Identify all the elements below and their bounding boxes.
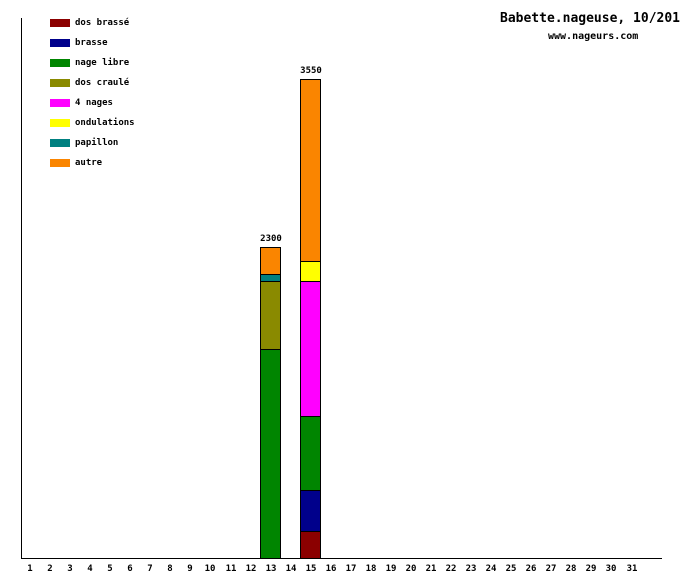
- bar-segment-ondulations: [300, 261, 321, 281]
- legend-swatch: [50, 39, 70, 47]
- x-tick-label: 25: [505, 564, 517, 574]
- legend-label: nage libre: [75, 57, 130, 68]
- site-url: www.nageurs.com: [548, 31, 639, 42]
- legend-swatch: [50, 159, 70, 167]
- bar-segment-brasse: [300, 490, 321, 531]
- x-tick-label: 7: [147, 564, 153, 574]
- legend-label: papillon: [75, 137, 119, 148]
- legend-item: autre: [50, 153, 135, 173]
- y-axis-line: [21, 18, 22, 559]
- x-tick-label: 18: [365, 564, 377, 574]
- bar-segment-dos-craulé: [260, 281, 281, 349]
- bar-segment-autre: [260, 247, 281, 274]
- legend-label: 4 nages: [75, 97, 113, 108]
- bar-total-label: 3550: [300, 66, 322, 76]
- legend-item: nage libre: [50, 53, 135, 73]
- x-tick-label: 4: [87, 564, 93, 574]
- x-tick-label: 6: [127, 564, 133, 574]
- bar-segment-dos-brassé: [300, 531, 321, 558]
- x-tick-label: 17: [345, 564, 357, 574]
- legend: dos brassé brasse nage libre dos craulé 4 na…: [50, 13, 135, 173]
- x-tick-label: 28: [565, 564, 577, 574]
- legend-item: brasse: [50, 33, 135, 53]
- x-tick-label: 29: [585, 564, 597, 574]
- x-tick-label: 31: [626, 564, 638, 574]
- x-tick-label: 1: [27, 564, 33, 574]
- x-tick-label: 12: [245, 564, 257, 574]
- x-tick-label: 24: [485, 564, 497, 574]
- legend-item: ondulations: [50, 113, 135, 133]
- x-tick-label: 5: [107, 564, 113, 574]
- x-tick-label: 13: [265, 564, 277, 574]
- legend-swatch: [50, 99, 70, 107]
- legend-label: autre: [75, 157, 103, 168]
- legend-swatch: [50, 19, 70, 27]
- x-tick-label: 22: [445, 564, 457, 574]
- bar-segment-nage-libre: [260, 349, 281, 558]
- x-tick-label: 30: [605, 564, 617, 574]
- legend-swatch: [50, 59, 70, 67]
- bar-total-label: 2300: [260, 234, 282, 244]
- x-tick-label: 15: [305, 564, 317, 574]
- x-tick-label: 3: [67, 564, 73, 574]
- x-tick-label: 27: [545, 564, 557, 574]
- legend-label: dos craulé: [75, 77, 130, 88]
- x-tick-label: 21: [425, 564, 437, 574]
- bar-segment-papillon: [260, 274, 281, 281]
- legend-item: 4 nages: [50, 93, 135, 113]
- x-axis-line: [21, 558, 662, 559]
- x-tick-label: 9: [187, 564, 193, 574]
- x-tick-label: 23: [465, 564, 477, 574]
- legend-label: ondulations: [75, 117, 135, 128]
- x-tick-label: 20: [405, 564, 417, 574]
- legend-label: dos brassé: [75, 17, 130, 28]
- legend-item: dos brassé: [50, 13, 135, 33]
- x-tick-label: 11: [225, 564, 237, 574]
- legend-swatch: [50, 139, 70, 147]
- legend-swatch: [50, 119, 70, 127]
- x-tick-label: 16: [325, 564, 337, 574]
- chart-title: Babette.nageuse, 10/201: [500, 11, 680, 26]
- x-tick-label: 26: [525, 564, 537, 574]
- bar-segment-nage-libre: [300, 416, 321, 490]
- bar-segment-autre: [300, 79, 321, 261]
- legend-swatch: [50, 79, 70, 87]
- legend-item: dos craulé: [50, 73, 135, 93]
- x-tick-label: 2: [47, 564, 53, 574]
- x-tick-label: 14: [285, 564, 297, 574]
- x-tick-label: 8: [167, 564, 173, 574]
- x-tick-label: 19: [385, 564, 397, 574]
- x-tick-label: 10: [204, 564, 216, 574]
- bar-segment-4-nages: [300, 281, 321, 416]
- legend-item: papillon: [50, 133, 135, 153]
- legend-label: brasse: [75, 37, 108, 48]
